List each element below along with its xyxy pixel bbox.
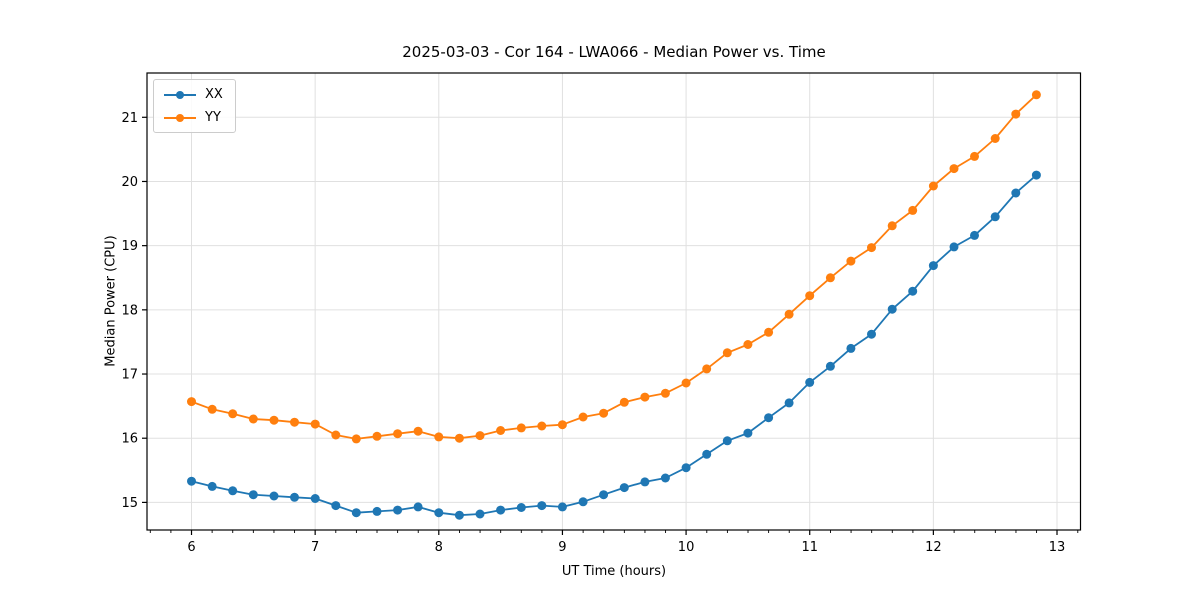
legend-item-yy: YY — [164, 110, 223, 125]
svg-text:15: 15 — [121, 496, 138, 511]
svg-text:9: 9 — [558, 540, 566, 555]
x-axis-label: UT Time (hours) — [561, 564, 667, 579]
svg-text:16: 16 — [121, 432, 138, 447]
legend-label-yy: YY — [205, 110, 221, 125]
legend: XX YY — [153, 79, 236, 133]
svg-text:6: 6 — [187, 540, 195, 555]
svg-text:20: 20 — [121, 175, 138, 190]
svg-text:18: 18 — [121, 303, 138, 318]
svg-text:10: 10 — [678, 540, 695, 555]
svg-text:13: 13 — [1049, 540, 1066, 555]
legend-item-xx: XX — [164, 87, 223, 102]
svg-text:17: 17 — [121, 368, 138, 383]
svg-text:7: 7 — [311, 540, 319, 555]
chart-title: 2025-03-03 - Cor 164 - LWA066 - Median P… — [402, 43, 826, 61]
svg-text:12: 12 — [925, 540, 942, 555]
svg-text:8: 8 — [435, 540, 443, 555]
svg-text:21: 21 — [121, 111, 138, 126]
legend-line-marker-icon — [164, 113, 196, 123]
y-axis-label: Median Power (CPU) — [103, 235, 119, 367]
legend-line-marker-icon — [164, 90, 196, 100]
svg-text:19: 19 — [121, 239, 138, 254]
svg-text:11: 11 — [801, 540, 818, 555]
legend-label-xx: XX — [205, 87, 223, 102]
